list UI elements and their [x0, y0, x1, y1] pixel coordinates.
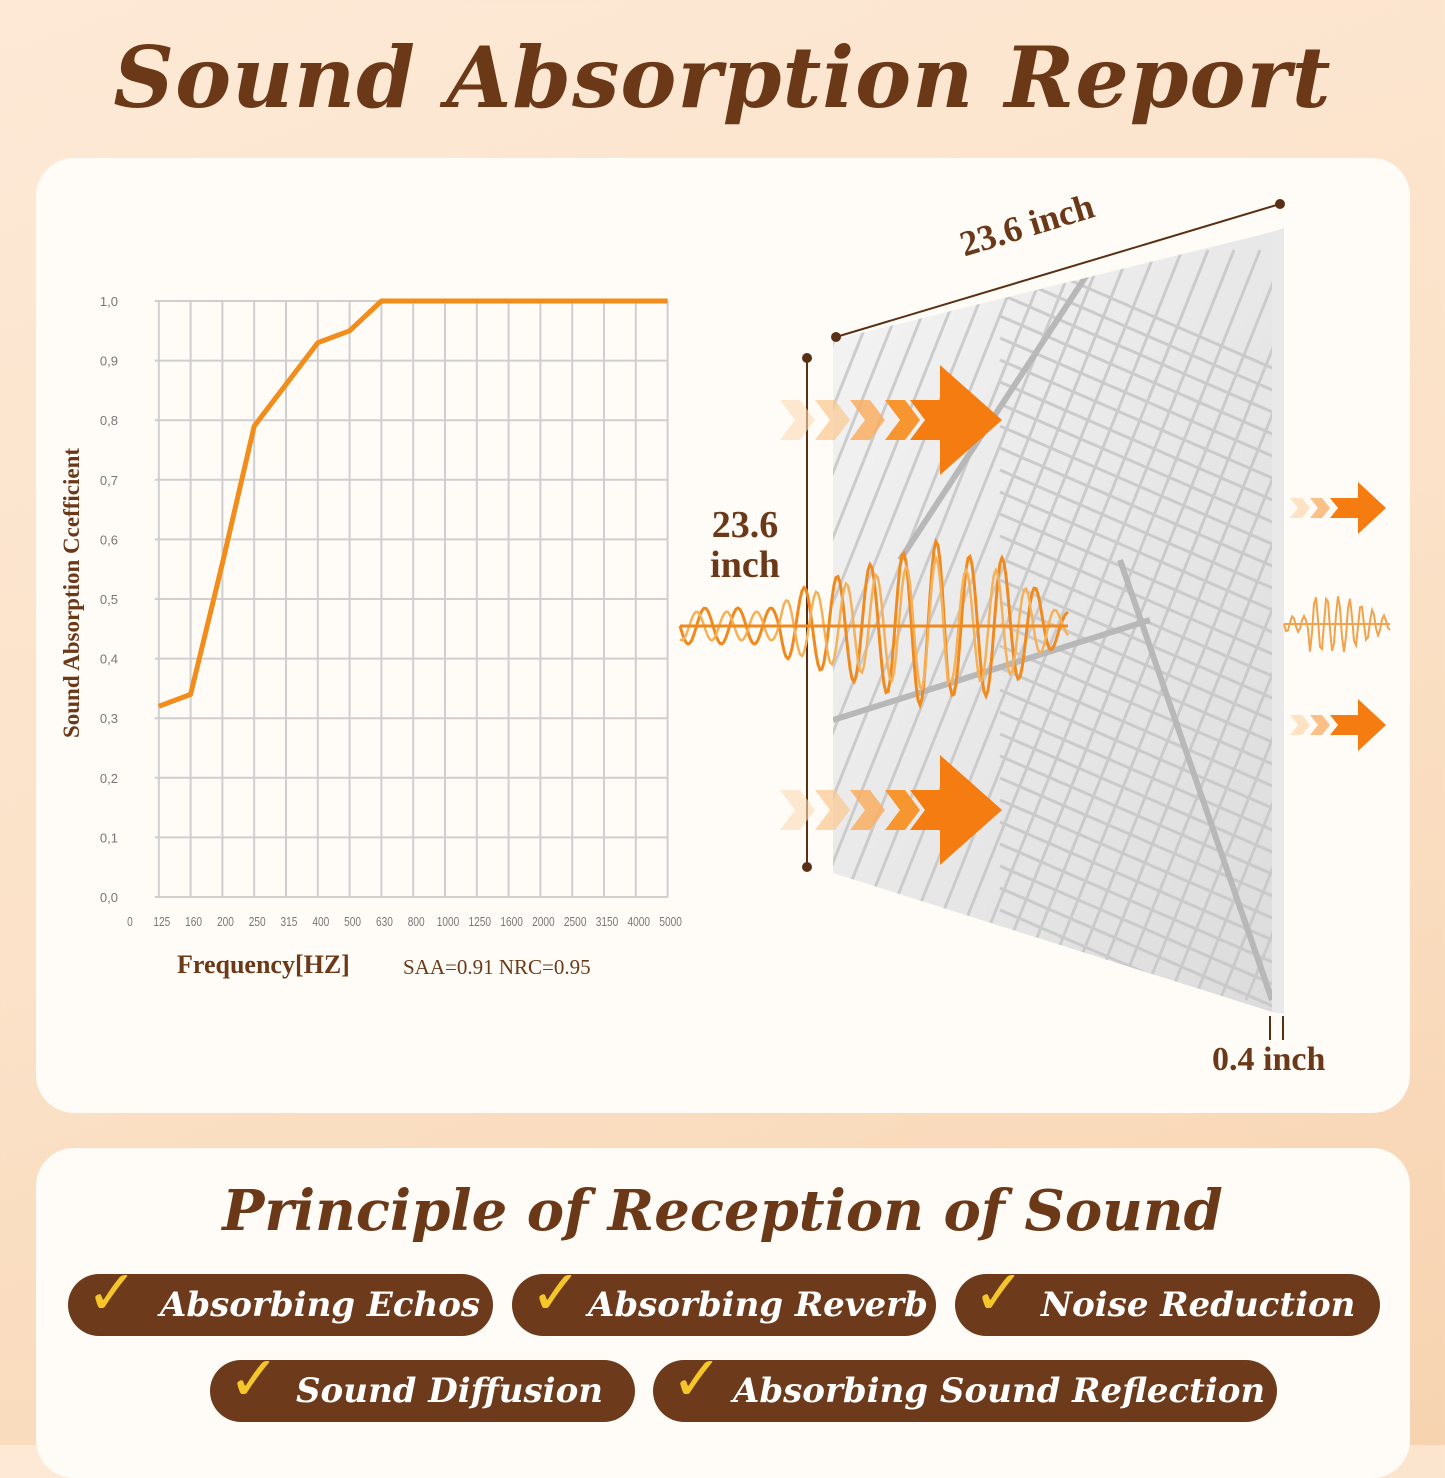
x-tick-label: 160 [185, 915, 202, 929]
feature-absorbing-sound-reflection: ✓ Absorbing Sound Reflection [653, 1344, 1277, 1422]
y-tick-label: 1,0 [100, 294, 118, 309]
y-tick-label: 0,1 [100, 830, 118, 845]
x-tick-label: 400 [312, 915, 329, 929]
outgoing-arrow-bottom [1290, 699, 1386, 751]
y-tick-label: 0,6 [100, 532, 118, 547]
outgoing-sound-wave [1283, 596, 1391, 653]
width-dimension-line [835, 203, 1281, 338]
feature-noise-reduction: ✓ Noise Reduction [955, 1258, 1380, 1336]
x-tick-label: 1600 [500, 915, 523, 929]
page-title: Sound Absorption Report [113, 28, 1332, 127]
x-tick-label: 2500 [564, 915, 587, 929]
panel-edge [1272, 228, 1284, 1014]
y-tick-label: 0,5 [100, 592, 118, 607]
x-tick-label: 315 [281, 915, 298, 929]
principles-title: Principle of Reception of Sound [222, 1178, 1223, 1244]
feature-sound-diffusion: ✓ Sound Diffusion [210, 1344, 635, 1422]
x-tick-label: 630 [376, 915, 393, 929]
check-icon: ✓ [228, 1342, 280, 1415]
x-tick-label: 5000 [659, 915, 682, 929]
outgoing-arrow-top [1290, 482, 1386, 534]
x-tick-label: 500 [344, 915, 361, 929]
x-tick-label: 125 [153, 915, 170, 929]
panel-illustration [678, 199, 1391, 1040]
feature-absorbing-reverb: ✓ Absorbing Reverb [512, 1258, 936, 1336]
height-label-unit: inch [710, 544, 780, 586]
incoming-arrow-bottom [780, 755, 1002, 865]
check-icon: ✓ [86, 1256, 138, 1329]
y-tick-label: 0,9 [100, 354, 118, 369]
x-tick-label: 200 [217, 915, 234, 929]
feature-absorbing-echos: ✓ Absorbing Echos [68, 1258, 493, 1336]
x-tick-label: 250 [249, 915, 266, 929]
check-icon: ✓ [530, 1256, 582, 1329]
y-tick-label: 0,3 [100, 711, 118, 726]
check-icon: ✓ [671, 1342, 723, 1415]
x-tick-label: 0 [127, 915, 133, 929]
y-tick-label: 0,2 [100, 771, 118, 786]
check-icon: ✓ [973, 1256, 1025, 1329]
saa-nrc-stats: SAA=0.91 NRC=0.95 [403, 955, 591, 979]
absorption-line [157, 298, 668, 709]
x-axis-label: Frequency[HZ] [177, 950, 350, 979]
height-label-value: 23.6 [711, 504, 779, 546]
y-tick-label: 0,0 [100, 890, 118, 905]
y-tick-label: 0,8 [100, 413, 118, 428]
x-tick-label: 1250 [469, 915, 492, 929]
absorption-chart: 0,0 0,1 0,2 0,3 0,4 0,5 0,6 0,7 0,8 0,9 1,0 0 125 16… [100, 294, 682, 929]
x-tick-label: 4000 [628, 915, 651, 929]
x-tick-label: 1000 [437, 915, 460, 929]
x-tick-label: 800 [408, 915, 425, 929]
y-tick-label: 0,7 [100, 473, 118, 488]
incoming-arrow-top [780, 365, 1002, 475]
y-tick-label: 0,4 [100, 652, 118, 667]
x-tick-label: 2000 [532, 915, 555, 929]
x-tick-label: 3150 [596, 915, 619, 929]
thickness-label: 0.4 inch [1212, 1041, 1326, 1078]
